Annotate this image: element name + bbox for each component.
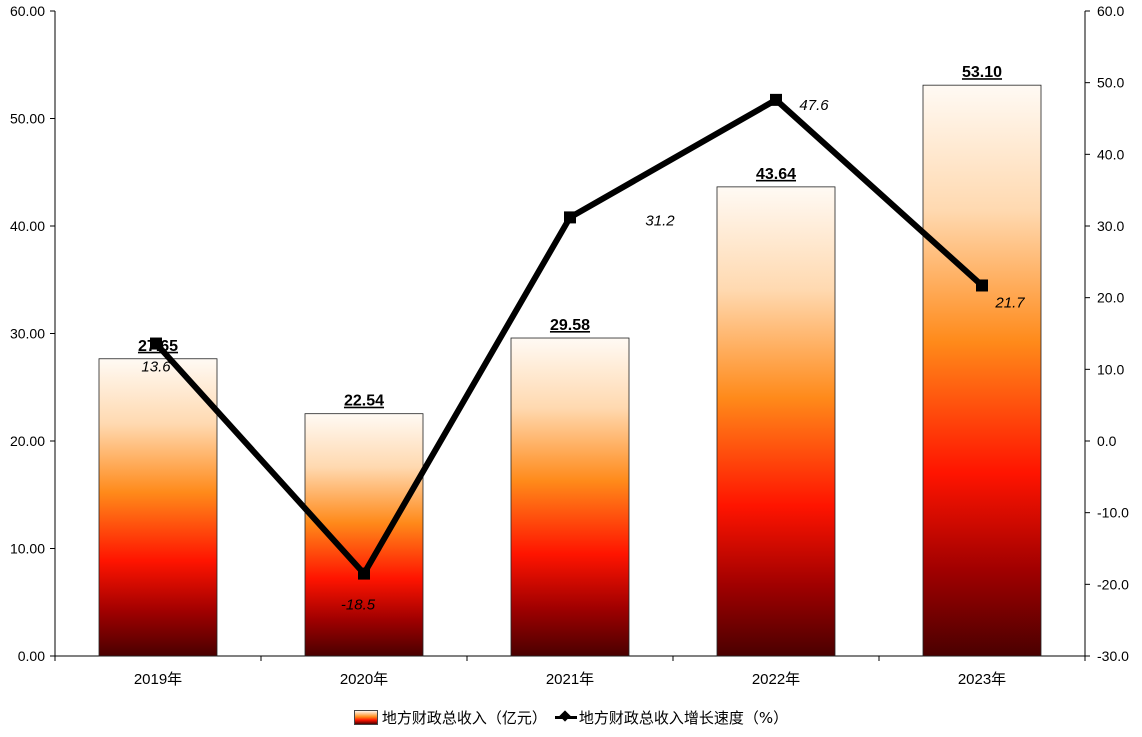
bar-data-label: 53.10 bbox=[962, 64, 1002, 81]
growth-data-label: -18.5 bbox=[341, 597, 376, 614]
right-tick-label: 20.0 bbox=[1097, 290, 1124, 306]
growth-data-label: 31.2 bbox=[645, 212, 675, 229]
growth-data-label: 21.7 bbox=[994, 294, 1025, 311]
growth-data-label: 13.6 bbox=[141, 359, 171, 376]
right-tick-label: -10.0 bbox=[1097, 505, 1129, 521]
x-tick-label: 2021年 bbox=[546, 671, 594, 688]
right-tick-label: 0.0 bbox=[1097, 433, 1117, 449]
left-tick-label: 60.00 bbox=[10, 3, 45, 19]
bar bbox=[510, 337, 630, 657]
bar bbox=[716, 186, 836, 657]
bars bbox=[98, 84, 1042, 657]
right-tick-label: 10.0 bbox=[1097, 361, 1124, 377]
growth-point bbox=[358, 567, 370, 580]
growth-line-layer bbox=[150, 93, 988, 580]
right-tick-label: 50.0 bbox=[1097, 75, 1124, 91]
right-tick-label: 60.0 bbox=[1097, 3, 1124, 19]
growth-data-label: 47.6 bbox=[799, 97, 829, 114]
growth-point bbox=[564, 211, 576, 224]
left-tick-label: 50.00 bbox=[10, 111, 45, 127]
x-tick-label: 2019年 bbox=[134, 671, 182, 688]
left-tick-label: 0.00 bbox=[18, 648, 45, 664]
growth-point bbox=[770, 93, 782, 106]
legend-item-growth: 地方财政总收入增长速度（%） bbox=[554, 707, 789, 728]
legend-label-revenue: 地方财政总收入（亿元） bbox=[381, 708, 547, 727]
growth-point bbox=[976, 279, 988, 292]
right-tick-label: -20.0 bbox=[1097, 576, 1129, 592]
growth-point bbox=[150, 337, 162, 350]
bar bbox=[98, 358, 218, 657]
bar bbox=[304, 413, 424, 657]
bar-data-label: 43.64 bbox=[756, 166, 796, 183]
bar-data-label: 29.58 bbox=[550, 317, 590, 334]
legend: 地方财政总收入（亿元） 地方财政总收入增长速度（%） bbox=[0, 705, 1142, 729]
x-tick-label: 2020年 bbox=[340, 671, 388, 688]
legend-bar-swatch bbox=[353, 709, 378, 725]
x-tick-label: 2022年 bbox=[752, 671, 800, 688]
left-tick-label: 10.00 bbox=[10, 541, 45, 557]
right-tick-label: 30.0 bbox=[1097, 218, 1124, 234]
bar-data-label: 22.54 bbox=[344, 393, 384, 410]
tick-labels: 0.00 10.00 20.00 30.00 40.00 50.00 60.00 -30.0 -… bbox=[10, 3, 1129, 688]
bar bbox=[922, 84, 1042, 657]
right-tick-label: -30.0 bbox=[1097, 648, 1129, 664]
left-tick-label: 40.00 bbox=[10, 218, 45, 234]
left-tick-label: 30.00 bbox=[10, 326, 45, 342]
right-tick-label: 40.0 bbox=[1097, 146, 1124, 162]
x-tick-label: 2023年 bbox=[958, 671, 1006, 688]
legend-label-growth: 地方财政总收入增长速度（%） bbox=[578, 708, 789, 727]
legend-line-swatch bbox=[554, 710, 577, 724]
growth-labels: 13.6 -18.5 31.2 47.6 21.7 bbox=[141, 97, 1025, 614]
legend-item-revenue: 地方财政总收入（亿元） bbox=[353, 707, 547, 728]
left-tick-label: 20.00 bbox=[10, 433, 45, 449]
